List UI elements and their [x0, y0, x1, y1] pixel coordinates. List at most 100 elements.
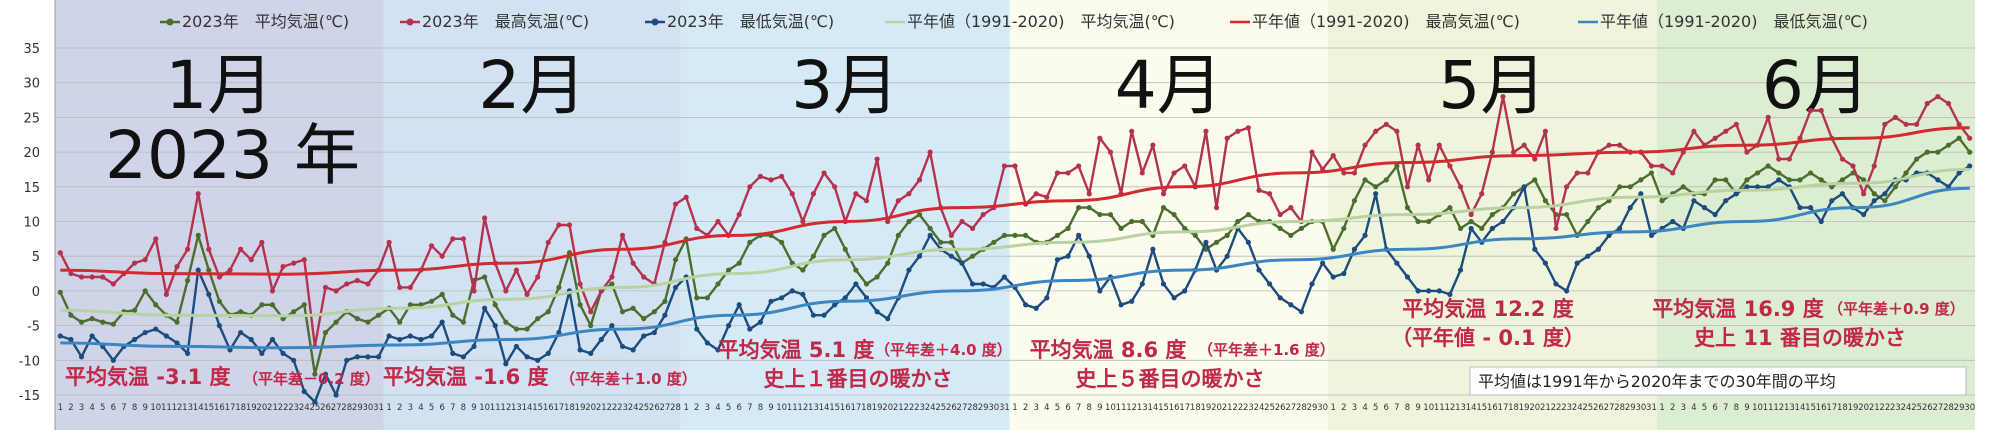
x-tick-label: 10	[479, 403, 490, 413]
series-3-point	[1065, 253, 1071, 259]
x-tick-label: 20	[882, 403, 893, 413]
series-1-point	[1786, 177, 1792, 183]
series-3-point	[800, 291, 806, 297]
series-2-point	[1935, 93, 1941, 100]
series-3-point	[747, 326, 753, 332]
x-tick-label: 7	[450, 403, 455, 413]
series-2-point	[524, 291, 530, 297]
x-tick-label: 5	[726, 403, 731, 413]
x-tick-label: 21	[893, 403, 904, 413]
series-1-point	[895, 232, 901, 238]
series-3-point	[68, 336, 74, 343]
series-3-point	[1638, 191, 1644, 197]
x-tick-label: 3	[408, 403, 413, 413]
series-3-point	[1457, 267, 1464, 273]
series-1-point	[577, 302, 583, 308]
x-tick-label: 1	[1012, 403, 1017, 413]
series-2-point	[577, 281, 583, 287]
series-2-point	[1691, 128, 1697, 134]
series-2-point	[57, 250, 63, 256]
series-2-point	[1107, 149, 1114, 155]
series-2-point	[1479, 191, 1485, 197]
series-3-point	[1553, 281, 1559, 287]
x-tick-label: 20	[1529, 403, 1540, 413]
series-2-point	[672, 201, 679, 207]
x-tick-label: 27	[957, 403, 968, 413]
series-3-point	[704, 340, 710, 346]
series-3-point	[1489, 225, 1495, 232]
series-2-point	[1532, 156, 1538, 162]
series-1-point	[1076, 205, 1082, 211]
series-3-point	[1701, 205, 1708, 211]
series-2-point	[906, 191, 912, 197]
series-2-point	[641, 274, 647, 280]
x-tick-label: 28	[1943, 403, 1954, 413]
x-tick-label: 14	[193, 403, 204, 413]
series-2-point	[1129, 128, 1135, 134]
series-1-point	[1160, 205, 1167, 211]
series-3-point	[1171, 295, 1177, 301]
series-2-point	[1882, 121, 1888, 127]
series-3-point	[291, 357, 297, 363]
series-1-point	[195, 232, 201, 238]
series-2-point	[694, 225, 700, 232]
series-3-point	[832, 302, 838, 308]
series-1-point	[1479, 225, 1485, 232]
series-1-point	[609, 281, 615, 287]
x-tick-label: 26	[320, 403, 331, 413]
series-1-point	[842, 246, 848, 252]
series-2-point	[545, 239, 551, 245]
series-1-point	[1638, 177, 1644, 183]
series-2-point	[110, 281, 116, 287]
series-2-point	[1415, 142, 1421, 148]
series-2-point	[1659, 163, 1665, 169]
series-3-point	[1468, 225, 1474, 232]
series-3-point	[1754, 184, 1761, 190]
series-2-point	[365, 281, 371, 287]
series-1-point	[1415, 218, 1421, 225]
series-3-point	[280, 350, 286, 356]
y-tick-label: 15	[23, 181, 40, 196]
series-1-point	[1107, 211, 1114, 218]
series-2-point	[1871, 163, 1877, 169]
series-2-point	[948, 232, 954, 238]
x-tick-label: 25	[309, 403, 320, 413]
x-tick-label: 12	[172, 403, 183, 413]
series-2-point	[1351, 170, 1358, 176]
series-2-point	[1426, 177, 1432, 183]
series-2-point	[1447, 163, 1453, 169]
x-tick-label: 22	[1879, 403, 1890, 413]
x-tick-label: 26	[946, 403, 957, 413]
series-3-point	[375, 354, 382, 360]
series-3-point	[1404, 274, 1411, 280]
series-1-point	[1330, 246, 1336, 252]
series-2-point	[482, 215, 488, 221]
x-tick-label: 3	[79, 403, 84, 413]
x-tick-label: 1	[1331, 403, 1336, 413]
series-3-point	[757, 319, 764, 325]
x-tick-label: 30	[363, 403, 374, 413]
series-2-point	[1394, 128, 1400, 134]
series-3-point	[418, 336, 424, 343]
series-3-point	[1839, 191, 1846, 197]
series-1-point	[312, 371, 318, 377]
series-3-point	[1542, 260, 1548, 266]
x-tick-label: 6	[736, 403, 741, 413]
series-1-point	[333, 319, 339, 325]
series-2-point	[1510, 149, 1517, 155]
series-1-point	[694, 295, 700, 301]
series-3-point	[672, 284, 679, 291]
series-3-point	[131, 336, 138, 343]
series-3-point	[789, 288, 795, 294]
x-tick-label: 15	[532, 403, 543, 413]
series-2-point	[1786, 156, 1792, 162]
series-1-point	[1744, 177, 1750, 183]
x-tick-label: 21	[1222, 403, 1233, 413]
series-1-point	[1945, 142, 1952, 148]
series-1-point	[556, 284, 562, 291]
series-1-point	[1245, 211, 1251, 218]
series-2-point	[1086, 191, 1092, 197]
series-3-point	[1436, 288, 1442, 294]
series-3-point	[110, 357, 116, 363]
series-2-point	[1914, 121, 1920, 127]
